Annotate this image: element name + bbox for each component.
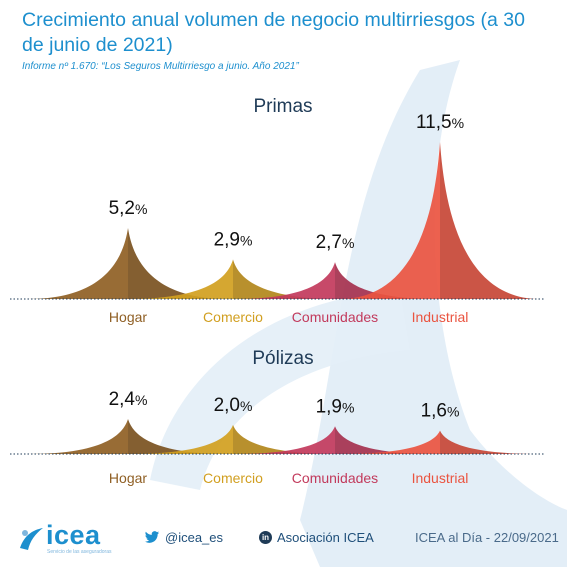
- peak-comercio-left: [128, 424, 233, 454]
- chart-panel-primas: Primas 5,2% Hogar 2,9% Comercio 2,7% Comunidad…: [10, 96, 545, 325]
- watermark-arc: [150, 290, 410, 490]
- category-label: Comunidades: [292, 470, 378, 486]
- value-label: 11,5%: [416, 112, 464, 133]
- twitter-link[interactable]: @icea_es: [144, 530, 223, 545]
- category-label: Hogar: [109, 309, 147, 325]
- panel-title: Pólizas: [252, 348, 313, 369]
- peak-industrial-left: [340, 430, 440, 454]
- peak-hogar-right: [128, 228, 228, 299]
- chart-subtitle: Informe nº 1.670: “Los Seguros Multirrie…: [22, 61, 299, 72]
- footer: icea Servicio de las aseguradoras @icea_…: [0, 518, 567, 562]
- panel-title: Primas: [253, 96, 312, 117]
- source-text: ICEA al Día - 22/09/2021: [415, 530, 559, 545]
- peak-comercio-right: [233, 259, 338, 299]
- category-label: Comercio: [203, 470, 263, 486]
- background-watermark: [150, 60, 567, 567]
- icea-logo-tagline: Servicio de las aseguradoras: [47, 549, 112, 555]
- linkedin-icon: in: [259, 531, 272, 544]
- value-label: 2,0%: [214, 395, 253, 416]
- source-date: ICEA al Día - 22/09/2021: [415, 530, 559, 545]
- value-label: 2,7%: [316, 232, 355, 253]
- peak-hogar-left: [28, 228, 128, 299]
- linkedin-name: Asociación ICEA: [277, 530, 374, 545]
- peak-comercio-left: [128, 259, 233, 299]
- peak-comunidades-left: [235, 262, 335, 299]
- peak-comunidades-right: [335, 426, 435, 454]
- peak-industrial-right: [440, 142, 540, 299]
- icea-logo-text: icea: [46, 520, 101, 550]
- chart-panel-polizas: Pólizas 2,4% Hogar 2,0% Comercio 1,9% Comunida…: [10, 348, 545, 486]
- icea-logo-icon: [20, 528, 43, 550]
- category-label: Industrial: [412, 470, 469, 486]
- watermark-shape: [300, 60, 567, 567]
- peak-industrial-left: [340, 142, 440, 299]
- peak-comercio-right: [233, 424, 338, 454]
- peak-comunidades-left: [235, 426, 335, 454]
- linkedin-link[interactable]: in Asociación ICEA: [259, 530, 374, 545]
- value-label: 2,9%: [214, 229, 253, 250]
- value-label: 5,2%: [109, 198, 148, 219]
- category-label: Comunidades: [292, 309, 378, 325]
- category-label: Industrial: [412, 309, 469, 325]
- twitter-icon: [144, 531, 160, 543]
- chart-title: Crecimiento anual volumen de negocio mul…: [22, 9, 525, 56]
- peak-hogar-left: [28, 419, 128, 454]
- icea-logo: icea Servicio de las aseguradoras: [16, 520, 111, 556]
- peak-hogar-right: [128, 419, 228, 454]
- value-label: 1,9%: [316, 396, 355, 417]
- peak-comunidades-right: [335, 262, 435, 299]
- twitter-handle: @icea_es: [165, 530, 224, 545]
- peak-industrial-right: [440, 430, 540, 454]
- value-label: 2,4%: [109, 389, 148, 410]
- category-label: Comercio: [203, 309, 263, 325]
- category-label: Hogar: [109, 470, 147, 486]
- value-label: 1,6%: [421, 401, 460, 422]
